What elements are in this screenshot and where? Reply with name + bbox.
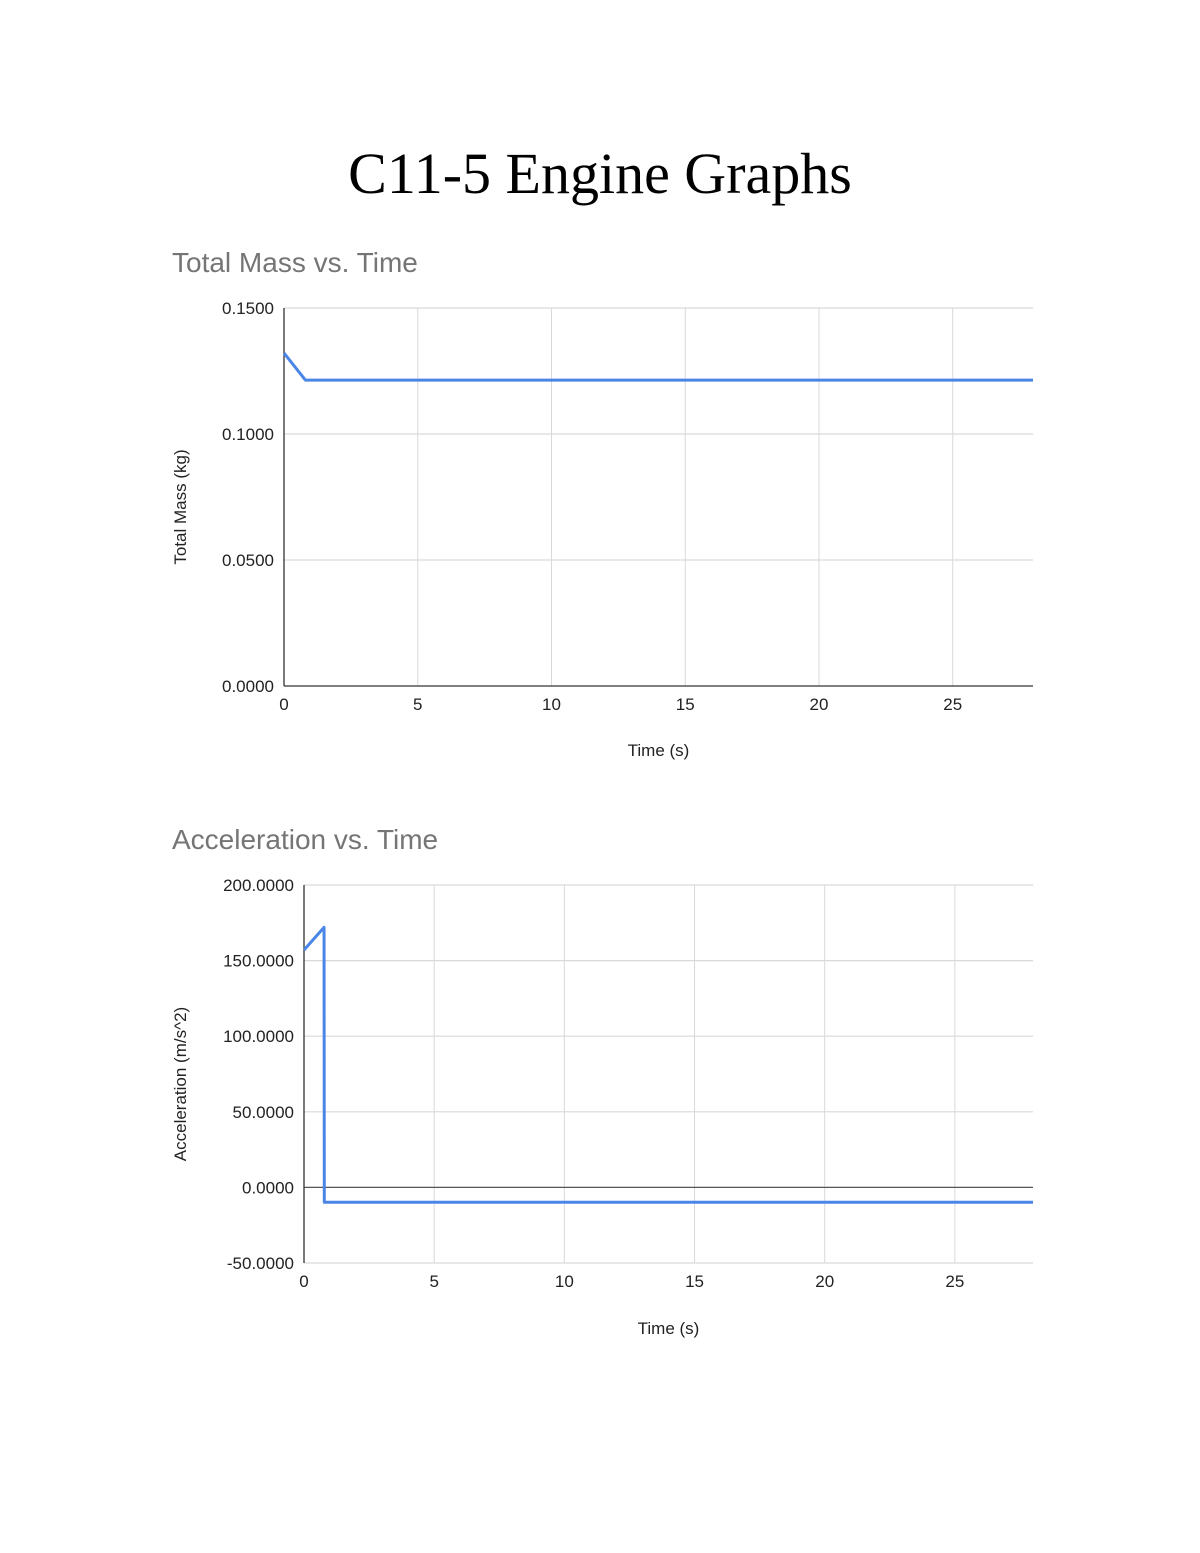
document-title: C11-5 Engine Graphs bbox=[348, 141, 852, 206]
x-tick-label: 0 bbox=[299, 1272, 308, 1291]
y-axis-label: Acceleration (m/s^2) bbox=[171, 1007, 190, 1161]
x-tick-label: 25 bbox=[943, 695, 962, 714]
acceleration-chart: 0 5 10 15 20 25 -50.0000 0.0000 50.0000 100.0000 1… bbox=[171, 876, 1033, 1338]
chart-title-acceleration: Acceleration vs. Time bbox=[172, 824, 439, 855]
x-axis-label: Time (s) bbox=[638, 1319, 700, 1338]
x-tick-label: 10 bbox=[542, 695, 561, 714]
x-tick-label: 5 bbox=[413, 695, 422, 714]
x-tick-label: 25 bbox=[945, 1272, 964, 1291]
x-tick-label: 10 bbox=[555, 1272, 574, 1291]
x-tick-label: 15 bbox=[685, 1272, 704, 1291]
x-tick-label: 5 bbox=[429, 1272, 438, 1291]
y-tick-label: 0.1500 bbox=[222, 299, 274, 318]
y-tick-label: 200.0000 bbox=[223, 876, 294, 895]
y-tick-label: 150.0000 bbox=[223, 952, 294, 971]
x-tick-label: 20 bbox=[810, 695, 829, 714]
x-tick-label: 20 bbox=[815, 1272, 834, 1291]
x-tick-label: 15 bbox=[676, 695, 695, 714]
y-tick-label: 0.0000 bbox=[222, 677, 274, 696]
y-tick-label: -50.0000 bbox=[227, 1254, 294, 1273]
y-tick-label: 0.0000 bbox=[242, 1178, 294, 1197]
y-tick-label: 100.0000 bbox=[223, 1027, 294, 1046]
mass-chart: 0 5 10 15 20 25 0.0000 0.0500 0.1000 0.1500 Time (… bbox=[171, 299, 1033, 760]
y-tick-label: 0.1000 bbox=[222, 425, 274, 444]
x-axis-label: Time (s) bbox=[628, 741, 690, 760]
chart-title-mass: Total Mass vs. Time bbox=[172, 247, 418, 278]
y-tick-label: 0.0500 bbox=[222, 551, 274, 570]
y-axis-label: Total Mass (kg) bbox=[171, 449, 190, 564]
series-line bbox=[302, 925, 1033, 1204]
x-tick-label: 0 bbox=[279, 695, 288, 714]
series-line bbox=[282, 352, 1033, 382]
y-tick-label: 50.0000 bbox=[233, 1103, 294, 1122]
